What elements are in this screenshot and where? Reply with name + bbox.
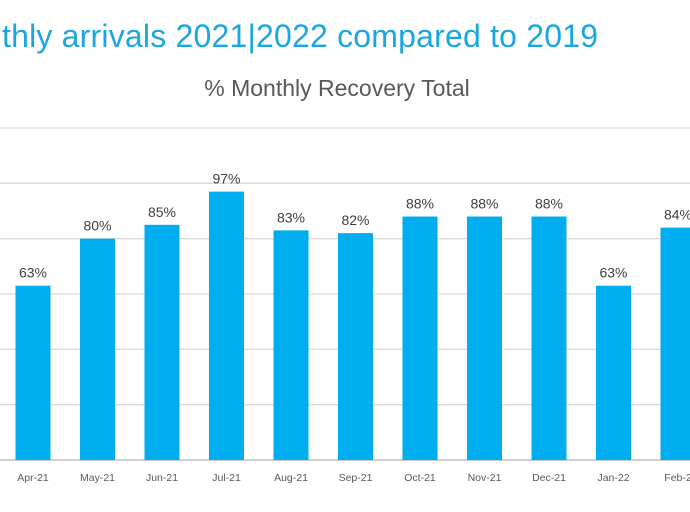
x-tick-label-may-21: May-21	[80, 472, 115, 484]
x-tick-label-sep-21: Sep-21	[339, 472, 373, 484]
bar-oct-21	[402, 216, 438, 460]
bars	[15, 191, 690, 460]
x-tick-label-aug-21: Aug-21	[274, 472, 308, 484]
data-label-sep-21: 82%	[341, 212, 369, 228]
x-tick-label-jul-21: Jul-21	[212, 472, 241, 484]
data-label-oct-21: 88%	[406, 196, 434, 212]
page-title: nthly arrivals 2021|2022 compared to 201…	[0, 18, 599, 54]
x-tick-label-apr-21: Apr-21	[17, 472, 49, 484]
chart-title: % Monthly Recovery Total	[204, 75, 469, 101]
data-label-feb-22: 84%	[664, 207, 690, 223]
data-label-apr-21: 63%	[19, 265, 47, 281]
bar-aug-21	[273, 230, 309, 460]
x-tick-label-feb-22: Feb-2	[664, 472, 690, 484]
x-tick-label-jun-21: Jun-21	[146, 472, 178, 484]
data-label-may-21: 80%	[83, 218, 111, 234]
data-label-aug-21: 83%	[277, 209, 305, 225]
x-tick-label-dec-21: Dec-21	[532, 472, 566, 484]
x-axis-tick-labels: Apr-21 May-21 Jun-21 Jul-21 Aug-21 Sep-21 Oct-…	[17, 472, 690, 484]
x-tick-label-oct-21: Oct-21	[404, 472, 436, 484]
data-label-nov-21: 88%	[470, 196, 498, 212]
bar-apr-21	[15, 285, 51, 460]
x-tick-label-jan-22: Jan-22	[597, 472, 629, 484]
data-label-dec-21: 88%	[535, 196, 563, 212]
data-labels: 63% 80% 85% 97% 83% 82% 88% 88% 88% 63% 84%	[19, 171, 690, 281]
bar-sep-21	[338, 233, 373, 460]
bar-nov-21	[467, 216, 502, 460]
bar-jul-21	[209, 191, 244, 460]
x-tick-label-nov-21: Nov-21	[468, 472, 502, 484]
data-label-jun-21: 85%	[148, 204, 176, 220]
data-label-jul-21: 97%	[212, 171, 240, 187]
data-label-jan-22: 63%	[599, 265, 627, 281]
bar-jun-21	[144, 224, 180, 460]
bar-dec-21	[531, 216, 567, 460]
bar-may-21	[80, 238, 115, 460]
bar-feb-22	[660, 227, 690, 460]
bar-jan-22	[596, 285, 631, 460]
